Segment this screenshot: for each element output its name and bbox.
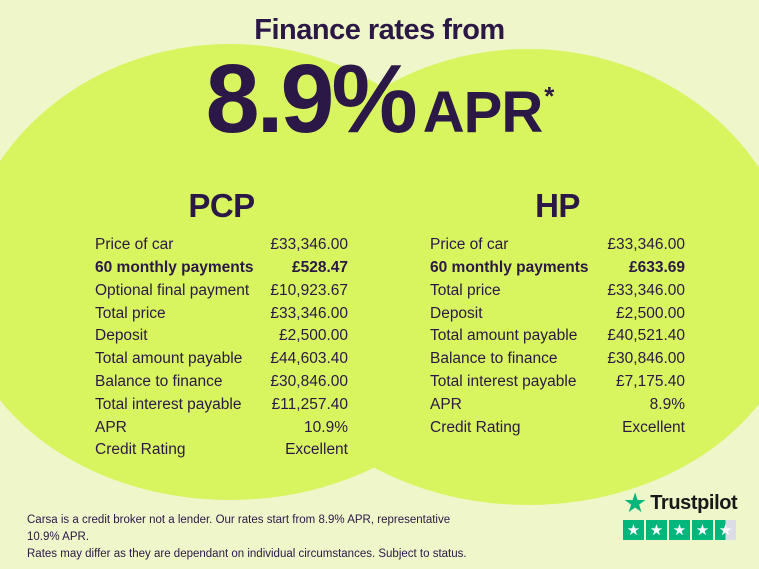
row-value: £40,521.40 (607, 327, 685, 345)
table-row: Total price £33,346.00 (430, 280, 685, 303)
row-label: APR (95, 418, 127, 436)
row-label: Total interest payable (430, 373, 577, 391)
row-value: £33,346.00 (270, 236, 348, 254)
row-label: Total price (95, 304, 166, 322)
star-icon: ★ (718, 521, 733, 539)
row-value: Excellent (285, 441, 348, 459)
trustpilot-star-box: ★ (692, 520, 713, 540)
row-label: APR (430, 395, 462, 413)
row-value: £33,346.00 (607, 236, 685, 254)
star-icon: ★ (649, 521, 664, 539)
table-row: 60 monthly payments £528.47 (95, 257, 348, 280)
disclaimer-line-2: Rates may differ as they are dependant o… (27, 548, 467, 560)
row-value: £633.69 (628, 259, 685, 277)
row-label: Deposit (95, 327, 148, 345)
row-label: Price of car (95, 236, 174, 254)
star-icon: ★ (672, 521, 687, 539)
table-row: Total interest payable £11,257.40 (95, 394, 348, 417)
row-value: £33,346.00 (607, 281, 685, 299)
table-row: Deposit £2,500.00 (430, 303, 685, 326)
row-label: Credit Rating (430, 418, 521, 436)
row-value: £30,846.00 (270, 373, 348, 391)
asterisk: * (544, 80, 554, 111)
trustpilot-star-box: ★ (623, 520, 644, 540)
star-icon: ★ (626, 521, 641, 539)
table-row: Price of car £33,346.00 (95, 234, 348, 257)
row-label: Balance to finance (430, 350, 558, 368)
row-value: £2,500.00 (616, 304, 685, 322)
rate-unit-label: APR (422, 79, 543, 145)
rate-value: 8.9% (205, 43, 418, 153)
table-row: Balance to finance £30,846.00 (430, 348, 685, 371)
headline-title: Finance rates from (254, 14, 505, 46)
trustpilot-star-box: ★ (715, 520, 736, 540)
table-row: 60 monthly payments £633.69 (430, 257, 685, 280)
row-label: Optional final payment (95, 281, 250, 299)
pcp-table: PCP Price of car £33,346.00 60 monthly pay… (95, 187, 348, 462)
trustpilot-badge: ★ Trustpilot ★ ★ ★ ★ ★ (623, 488, 738, 540)
background-blob-right (258, 49, 759, 505)
trustpilot-star-box: ★ (669, 520, 690, 540)
hp-heading: HP (535, 187, 580, 224)
row-value: £33,346.00 (270, 304, 348, 322)
row-label: Price of car (430, 236, 509, 254)
pcp-rows: Price of car £33,346.00 60 monthly payment… (95, 234, 348, 462)
trustpilot-logo: ★ Trustpilot (623, 488, 738, 518)
row-value: £44,603.40 (270, 350, 348, 368)
rate-unit: APR* (422, 79, 555, 147)
row-value: £7,175.40 (616, 373, 685, 391)
row-label: Balance to finance (95, 373, 223, 391)
disclaimer-line-1: Carsa is a credit broker not a lender. O… (27, 514, 451, 543)
row-value: 8.9% (649, 395, 685, 413)
star-icon: ★ (695, 521, 710, 539)
row-label: Credit Rating (95, 441, 186, 459)
table-row: Credit Rating Excellent (95, 439, 348, 462)
row-label: Total amount payable (95, 350, 243, 368)
row-label: Total price (430, 281, 501, 299)
pcp-heading: PCP (188, 187, 255, 224)
trustpilot-star-icon: ★ (623, 488, 648, 518)
table-row: Total amount payable £44,603.40 (95, 348, 348, 371)
row-value: £2,500.00 (279, 327, 348, 345)
trustpilot-star-box: ★ (646, 520, 667, 540)
row-value: £11,257.40 (271, 395, 348, 413)
table-row: Total amount payable £40,521.40 (430, 325, 685, 348)
headline: Finance rates from 8.9% APR* (0, 0, 759, 154)
trustpilot-rating-stars: ★ ★ ★ ★ ★ (623, 520, 736, 540)
row-value: £528.47 (291, 259, 348, 277)
table-row: Total interest payable £7,175.40 (430, 371, 685, 394)
row-value: £10,923.67 (270, 281, 348, 299)
row-value: £30,846.00 (607, 350, 685, 368)
table-row: Credit Rating Excellent (430, 417, 685, 440)
hp-table: HP Price of car £33,346.00 60 monthly paym… (430, 187, 685, 439)
table-row: Deposit £2,500.00 (95, 325, 348, 348)
row-label: Total interest payable (95, 395, 242, 413)
table-row: Balance to finance £30,846.00 (95, 371, 348, 394)
table-row: APR 10.9% (95, 417, 348, 440)
row-label: 60 monthly payments (95, 259, 254, 277)
trustpilot-wordmark: Trustpilot (650, 491, 738, 514)
row-value: 10.9% (304, 418, 348, 436)
headline-rate: 8.9% APR* (0, 43, 759, 155)
row-label: 60 monthly payments (430, 259, 589, 277)
row-value: Excellent (622, 418, 685, 436)
table-row: Total price £33,346.00 (95, 303, 348, 326)
table-row: APR 8.9% (430, 394, 685, 417)
table-row: Optional final payment £10,923.67 (95, 280, 348, 303)
table-row: Price of car £33,346.00 (430, 234, 685, 257)
row-label: Deposit (430, 304, 483, 322)
disclaimer: Carsa is a credit broker not a lender. O… (27, 512, 467, 563)
row-label: Total amount payable (430, 327, 578, 345)
hp-rows: Price of car £33,346.00 60 monthly payment… (430, 234, 685, 439)
